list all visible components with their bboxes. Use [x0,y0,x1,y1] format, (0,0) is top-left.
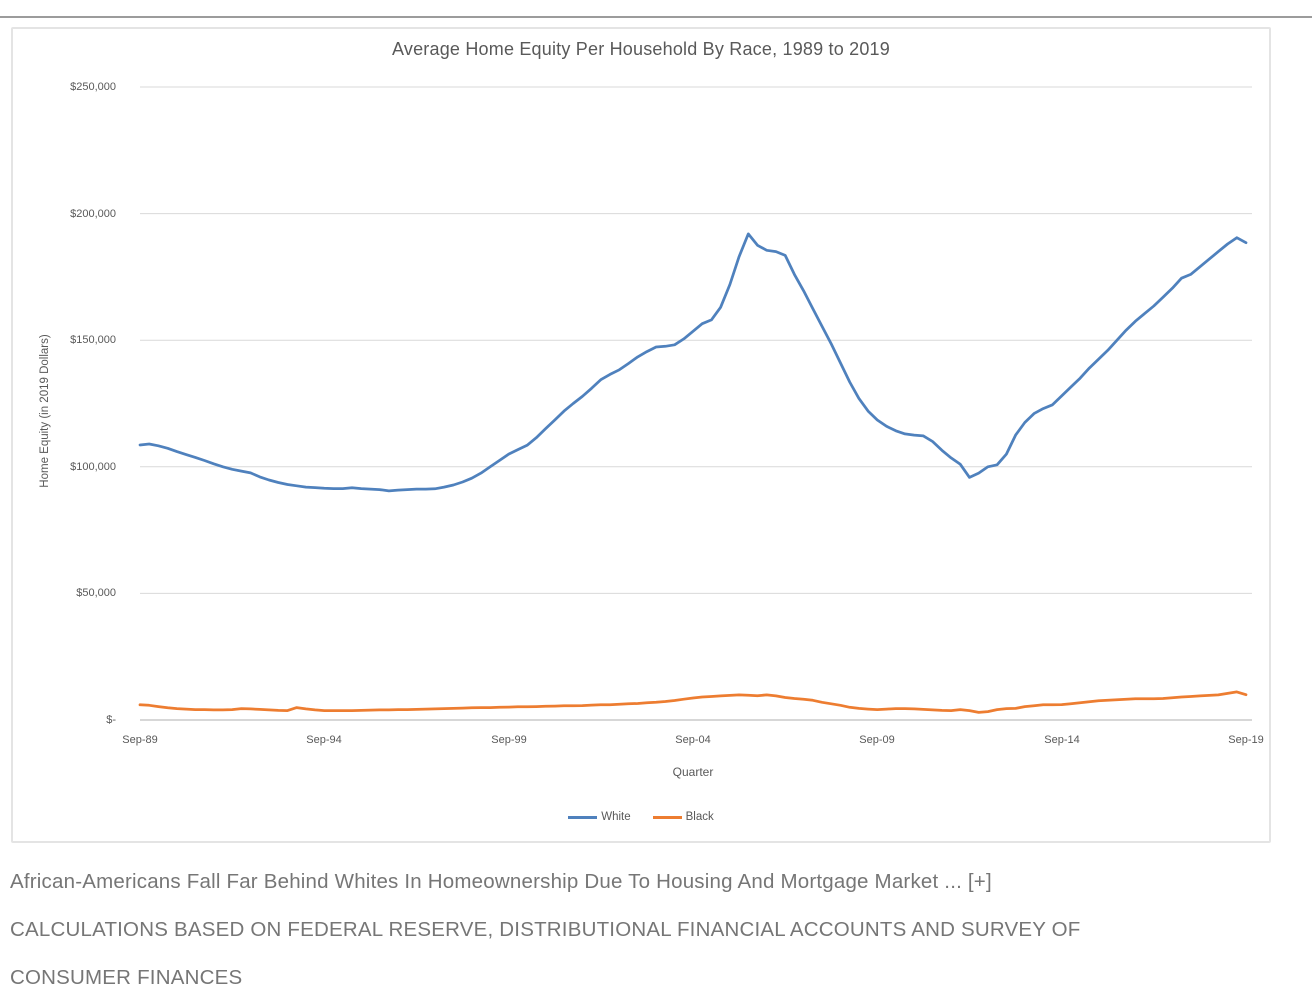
legend-item-white: White [568,811,631,823]
x-tick-label: Sep-99 [491,734,527,746]
white-series-swatch [568,815,598,819]
x-tick-label: Sep-94 [306,734,342,746]
y-axis-title: Home Equity (in 2019 Dollars) [39,334,51,488]
y-tick-label: $50,000 [76,587,116,600]
black-series-swatch [652,815,682,819]
legend-label: White [601,811,631,823]
y-tick-label: $250,000 [70,81,116,93]
x-tick-label: Sep-14 [1044,734,1080,746]
x-tick-label: Sep-09 [859,734,895,746]
chart-card: Average Home Equity Per Household By Rac… [11,27,1271,843]
y-tick-label: $100,000 [70,460,116,473]
page-divider-rule [0,16,1312,18]
x-tick-label: Sep-19 [1228,734,1264,746]
legend-item-black: Black [652,811,714,823]
caption-title-line[interactable]: African-Americans Fall Far Behind Whites… [10,870,992,893]
caption-credit-line: CALCULATIONS BASED ON FEDERAL RESERVE, D… [10,918,1081,941]
x-tick-label: Sep-89 [122,734,158,746]
chart-plot-area [138,86,1252,721]
chart-legend: White Black [13,811,1269,823]
x-axis-title: Quarter [672,765,714,779]
y-tick-label: $150,000 [70,334,116,347]
y-tick-label: $200,000 [70,207,116,220]
image-caption: African-Americans Fall Far Behind Whites… [10,858,1304,1002]
x-tick-label: Sep-04 [675,734,711,746]
caption-credit-line: CONSUMER FINANCES [10,966,243,989]
legend-label: Black [685,811,714,823]
y-tick-label: $- [106,714,116,726]
series-line-white [138,232,1248,493]
chart-title: Average Home Equity Per Household By Rac… [392,39,890,59]
series-line-black [138,690,1248,714]
